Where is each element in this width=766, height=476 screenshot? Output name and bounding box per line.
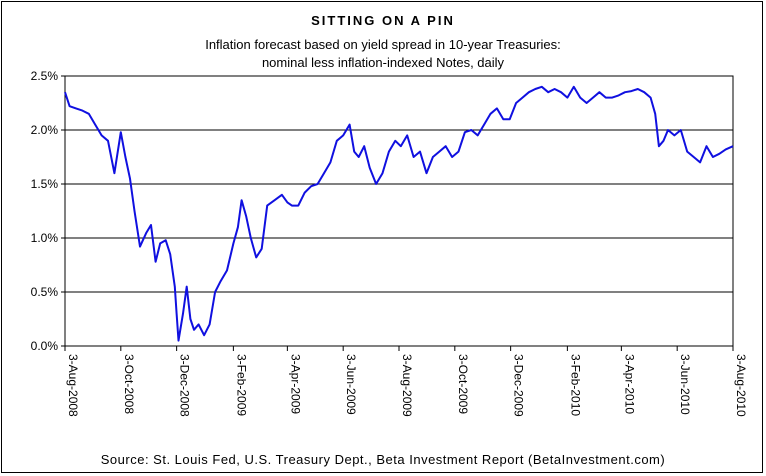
source-note: Source: St. Louis Fed, U.S. Treasury Dep… [100,452,666,467]
y-tick-label-1: 0.5% [31,285,59,299]
x-tick-label-9: 3-Feb-2010 [568,354,582,416]
y-tick-label-0: 0.0% [31,339,59,353]
y-axis: 0.0% 0.5% 1.0% 1.5% 2.0% 2.5% [31,69,65,353]
x-tick-label-4: 3-Apr-2009 [288,354,302,414]
y-tick-label-4: 2.0% [31,123,59,137]
chart-title: SITTING ON A PIN [311,13,455,28]
y-tick-label-2: 1.0% [31,231,59,245]
x-tick-label-3: 3-Feb-2009 [234,354,248,416]
x-tick-label-10: 3-Apr-2010 [622,354,636,414]
x-tick-label-12: 3-Aug-2010 [734,354,748,417]
series-line [64,85,734,342]
x-tick-label-5: 3-Jun-2009 [344,354,358,415]
x-tick-label-7: 3-Oct-2009 [456,354,470,414]
chart-subtitle-line-2: nominal less inflation-indexed Notes, da… [261,55,505,70]
x-tick-label-6: 3-Aug-2009 [400,354,414,417]
plot-area [64,75,734,347]
chart-subtitle-line-1: Inflation forecast based on yield spread… [205,37,561,52]
x-tick-label-1: 3-Oct-2008 [122,354,136,414]
x-tick-label-2: 3-Dec-2008 [178,354,192,417]
x-tick-label-8: 3-Dec-2009 [512,354,526,417]
grid-lines [65,75,733,347]
x-tick-label-11: 3-Jun-2010 [678,354,692,415]
y-tick-label-5: 2.5% [31,69,59,83]
y-tick-label-3: 1.5% [31,177,59,191]
x-axis: 3-Aug-2008 3-Oct-2008 3-Dec-2008 3-Feb-2009… [64,346,748,417]
x-tick-label-0: 3-Aug-2008 [66,354,80,417]
